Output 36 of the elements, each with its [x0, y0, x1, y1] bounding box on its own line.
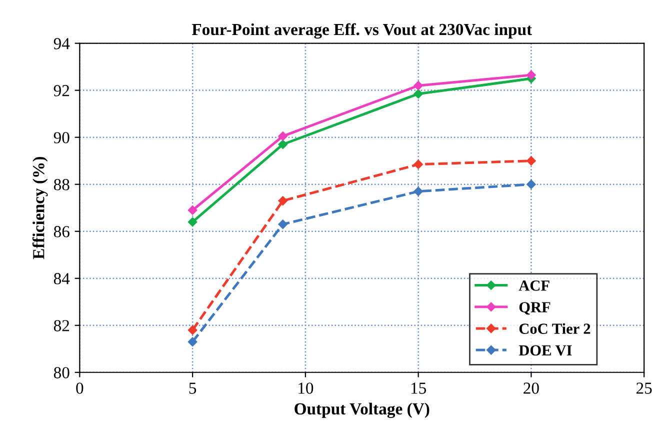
legend-label: CoC Tier 2 — [519, 323, 590, 334]
x-tick-label: 0 — [76, 382, 84, 394]
point — [414, 80, 423, 90]
point — [278, 140, 288, 149]
point — [188, 217, 198, 227]
y-tick-label: 94 — [54, 38, 70, 50]
x-tick-label: 15 — [411, 382, 426, 394]
point — [188, 206, 198, 215]
y-tick-label: 82 — [54, 320, 70, 332]
point — [278, 196, 288, 206]
y-tick-label: 84 — [54, 273, 70, 284]
x-tick-label: 10 — [298, 382, 314, 394]
point — [414, 160, 423, 169]
point — [188, 337, 198, 346]
x-tick-label: 25 — [636, 382, 652, 394]
y-tick-label: 88 — [54, 179, 70, 190]
legend-label: DOE VI — [518, 345, 572, 356]
point — [278, 132, 288, 141]
y-tick-label: 92 — [54, 85, 70, 96]
point — [526, 156, 536, 166]
x-axis-title: Output Voltage (V) — [294, 402, 430, 418]
point — [526, 70, 536, 80]
point — [526, 180, 536, 189]
legend-label: ACF — [518, 280, 550, 291]
point — [278, 220, 288, 229]
point — [414, 89, 423, 98]
chart-title: Four-Point average Eff. vs Vout at 230Vac input — [192, 23, 532, 39]
point — [414, 186, 423, 196]
x-tick-label: 20 — [524, 382, 539, 394]
point — [188, 325, 198, 335]
x-tick-label: 5 — [189, 382, 196, 394]
legend-label: QRF — [519, 302, 550, 315]
y-tick-label: 90 — [54, 132, 70, 144]
y-tick-label: 86 — [54, 226, 70, 238]
y-tick-label: 80 — [54, 367, 70, 378]
y-axis-title: Efficiency (%) — [32, 156, 48, 260]
